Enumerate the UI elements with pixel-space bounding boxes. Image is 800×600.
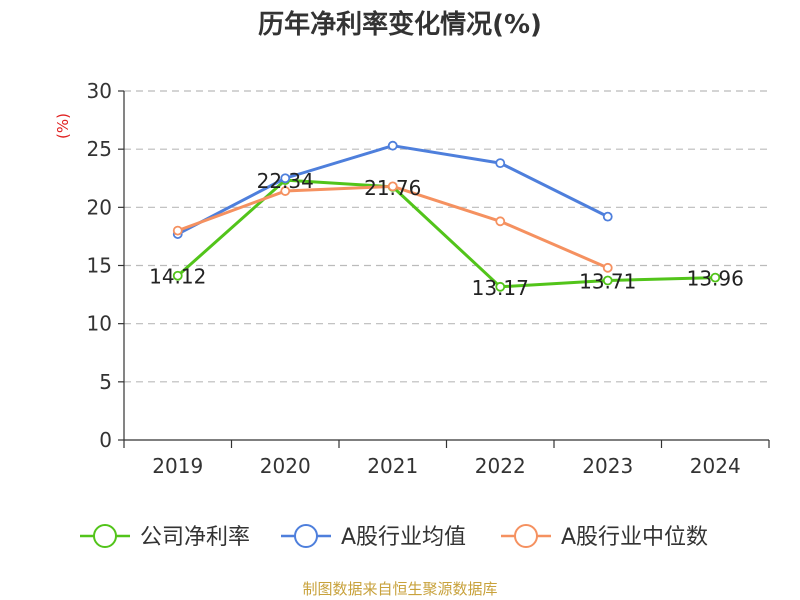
data-point[interactable]	[602, 211, 613, 222]
legend-item-3[interactable]: A股行业中位数	[501, 524, 708, 550]
x-tick-label: 2019	[152, 454, 203, 478]
y-tick-label: 15	[87, 254, 112, 278]
data-label: 13.71	[579, 270, 636, 294]
data-label: 21.76	[364, 176, 421, 200]
data-label: 13.17	[472, 276, 529, 300]
legend-marker	[93, 524, 117, 548]
series-lines	[172, 140, 721, 292]
y-tick-label: 25	[87, 137, 112, 161]
y-tick-label: 10	[87, 312, 112, 336]
axes: 0 5 10 15 20 25 30 2019 2020 2021 2022 2023 2024	[87, 79, 770, 478]
data-point[interactable]	[172, 270, 183, 281]
legend-marker	[514, 524, 538, 548]
x-tick-label: 2024	[690, 454, 741, 478]
data-point[interactable]	[280, 173, 291, 184]
source-note: 制图数据来自恒生聚源数据库	[302, 580, 497, 598]
data-label: 13.96	[687, 267, 744, 291]
data-point[interactable]	[495, 216, 506, 227]
y-axis-label: (%)	[54, 113, 72, 139]
data-label: 14.12	[149, 265, 206, 289]
legend-marker	[294, 524, 318, 548]
y-tick-label: 20	[87, 195, 112, 219]
x-tick-label: 2021	[367, 454, 418, 478]
data-point[interactable]	[387, 140, 398, 151]
data-point[interactable]	[495, 158, 506, 169]
legend[interactable]: 公司净利率 A股行业均值 A股行业中位数	[80, 524, 708, 550]
x-tick-label: 2022	[475, 454, 526, 478]
legend-label: A股行业均值	[341, 525, 466, 550]
series-3	[172, 181, 613, 273]
x-tick-label: 2023	[582, 454, 633, 478]
legend-item-2[interactable]: A股行业均值	[281, 524, 466, 550]
data-point[interactable]	[387, 181, 398, 192]
legend-label: A股行业中位数	[561, 525, 708, 550]
y-tick-label: 5	[99, 370, 112, 394]
data-label: 22.34	[257, 169, 314, 193]
data-point[interactable]	[602, 262, 613, 273]
y-tick-label: 0	[99, 428, 112, 452]
y-tick-label: 30	[87, 79, 112, 103]
data-point[interactable]	[495, 281, 506, 292]
x-tick-label: 2020	[260, 454, 311, 478]
data-point[interactable]	[602, 275, 613, 286]
data-labels: 14.12 22.34 21.76 13.17 13.71 13.96	[149, 169, 744, 300]
data-point[interactable]	[710, 272, 721, 283]
legend-label: 公司净利率	[140, 525, 250, 550]
data-point[interactable]	[280, 186, 291, 196]
data-point[interactable]	[172, 225, 183, 236]
legend-item-1[interactable]: 公司净利率	[80, 524, 250, 550]
chart-title: 历年净利率变化情况(%)	[258, 9, 542, 40]
